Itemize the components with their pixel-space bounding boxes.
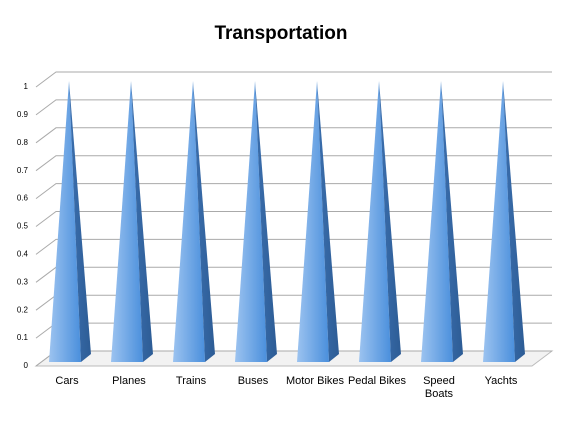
x-tick-label: Cars [55,375,79,387]
x-tick-label: Motor Bikes [285,375,345,387]
pyramid-front [49,81,81,362]
y-tick-label: 0.1 [17,333,29,342]
y-tick-label: 1 [24,82,29,91]
pyramid [235,81,277,362]
pyramid-side [131,81,153,362]
grid-line [35,99,552,116]
y-tick-label: 0.6 [17,194,29,203]
pyramid-front [483,81,515,362]
pyramid-front [173,81,205,362]
y-tick-label: 0.4 [17,250,29,259]
pyramid [111,81,153,362]
grid-line [35,238,552,255]
x-tick-label: Buses [237,375,269,387]
grid-line [35,127,552,144]
pyramid-side [379,81,401,362]
pyramid [359,81,401,362]
grid-line [35,183,552,200]
y-tick-label: 0.2 [17,305,29,314]
pyramid [173,81,215,362]
pyramid [483,81,525,362]
pyramid [49,81,91,362]
grid-line [35,266,552,283]
y-tick-label: 0 [24,361,29,370]
pyramid [421,81,463,362]
x-tick-label: Trains [175,375,207,387]
grid-line [35,155,552,172]
grid-line [35,211,552,227]
x-tick-label: Planes [112,375,146,387]
pyramid [297,81,339,362]
x-tick-label: Pedal Bikes [347,375,407,387]
y-tick-label: 0.9 [17,110,29,119]
y-tick-label: 0.7 [17,166,29,175]
pyramid-front [359,81,391,362]
y-tick-label: 0.8 [17,138,29,147]
pyramid-side [255,81,277,362]
y-tick-label: 0.3 [17,277,29,286]
pyramid-front [421,81,453,362]
pyramid-side [193,81,215,362]
pyramid-side [503,81,525,362]
grid-line [35,294,552,311]
pyramid-front [297,81,329,362]
pyramid-side [441,81,463,362]
y-tick-label: 0.5 [17,222,29,231]
pyramid-side [69,81,91,362]
x-tick-label: Speed Boats [423,375,455,400]
pyramid-front [111,81,143,362]
grid-line [35,71,552,88]
chart-title: Transportation [214,23,347,44]
pyramid-side [317,81,339,362]
pyramid-front [235,81,267,362]
x-tick-label: Yachts [484,375,518,387]
